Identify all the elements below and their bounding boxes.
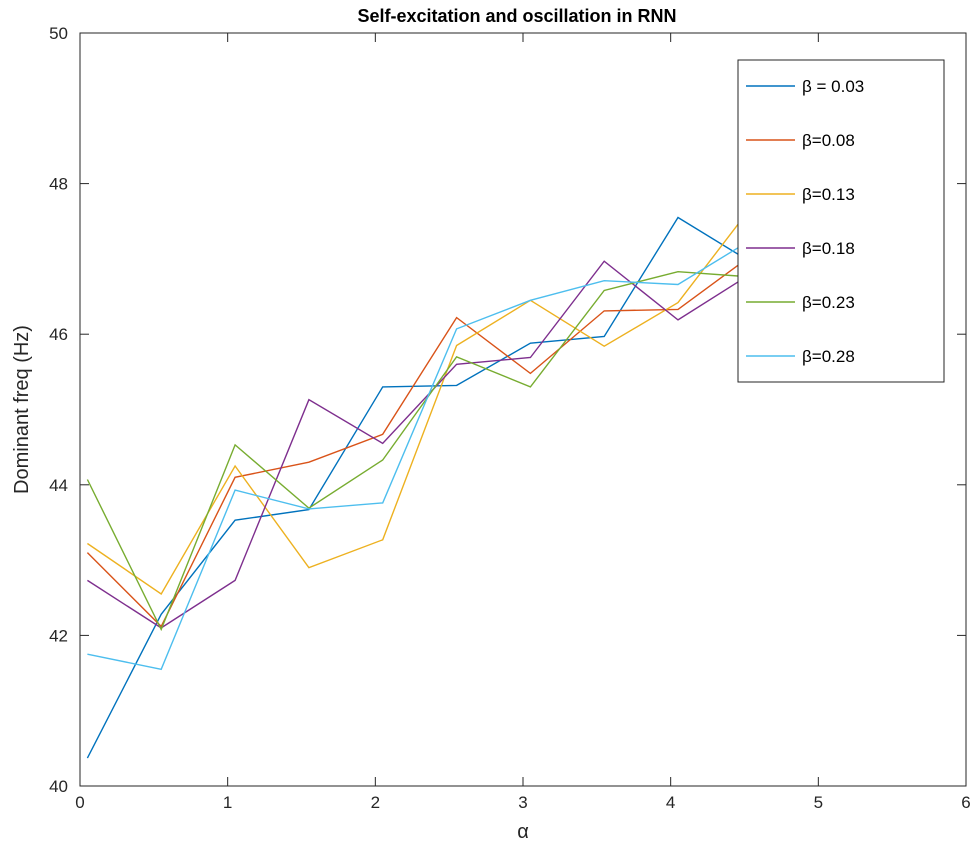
series-line-3 <box>87 205 753 596</box>
y-tick-label: 40 <box>49 777 68 796</box>
x-tick-label: 0 <box>75 793 84 812</box>
y-axis-label: Dominant freq (Hz) <box>11 325 33 494</box>
series-line-2 <box>86 254 753 628</box>
legend-label: β=0.13 <box>802 185 855 204</box>
series-line-4 <box>87 260 753 629</box>
series-line-6 <box>87 238 753 671</box>
x-tick-label: 4 <box>666 793 675 812</box>
series-line-5 <box>86 270 752 632</box>
y-tick-label: 46 <box>49 325 68 344</box>
x-tick-label: 1 <box>223 793 232 812</box>
series-layer <box>86 205 753 759</box>
x-axis-label: α <box>517 821 529 843</box>
x-tick-label: 3 <box>518 793 527 812</box>
y-tick-label: 42 <box>49 626 68 645</box>
chart-title: Self-excitation and oscillation in RNN <box>357 6 676 26</box>
legend-label: β=0.08 <box>802 131 855 150</box>
series-line-1 <box>86 216 753 759</box>
legend-box <box>737 59 945 383</box>
y-tick-label: 48 <box>49 175 68 194</box>
legend: β = 0.03 β=0.08 β=0.13 β=0.18 β=0.23 β=0.28 <box>737 59 945 383</box>
legend-label: β = 0.03 <box>802 77 864 96</box>
x-tick-label: 6 <box>961 793 970 812</box>
y-tick-label: 44 <box>49 476 68 495</box>
y-tick-label: 50 <box>49 24 68 43</box>
legend-label: β=0.18 <box>802 239 855 258</box>
ticks-layer: 0 1 2 3 4 5 6 40 42 44 46 48 50 <box>49 24 971 812</box>
x-tick-label: 2 <box>371 793 380 812</box>
legend-label: β=0.28 <box>802 347 855 366</box>
x-tick-label: 5 <box>814 793 823 812</box>
legend-label: β=0.23 <box>802 293 855 312</box>
